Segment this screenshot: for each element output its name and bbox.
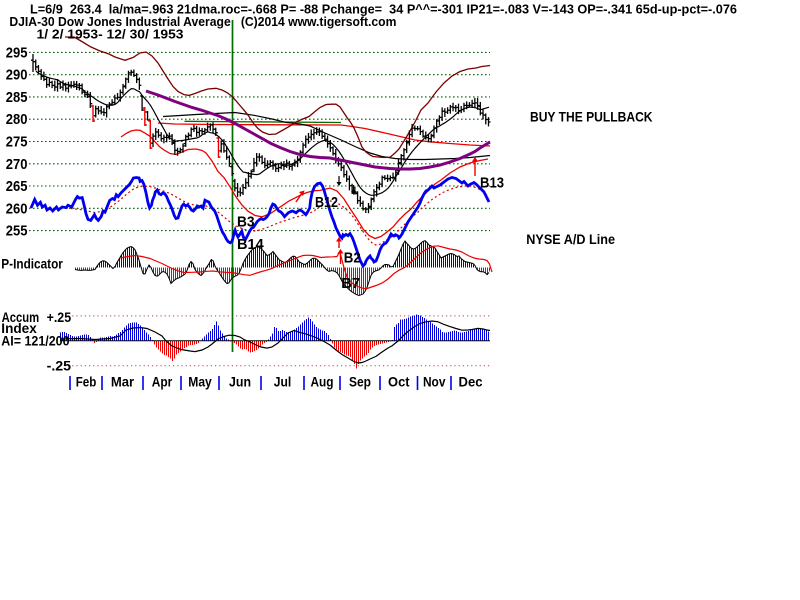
svg-text:B12: B12 bbox=[315, 194, 338, 211]
svg-text:295: 295 bbox=[6, 44, 28, 61]
svg-text:1/ 2/ 1953- 12/ 30/ 1953: 1/ 2/ 1953- 12/ 30/ 1953 bbox=[37, 27, 184, 42]
svg-text:270: 270 bbox=[6, 156, 28, 173]
svg-text:L=6/9 263.4 la/ma=.963 21dma: L=6/9 263.4 la/ma=.963 21dma.roc=-.668 P… bbox=[30, 2, 737, 17]
svg-text:BUY THE PULLBACK: BUY THE PULLBACK bbox=[530, 108, 653, 124]
svg-text:Accum: Accum bbox=[2, 309, 40, 325]
svg-text:Oct: Oct bbox=[388, 374, 410, 390]
svg-text:255: 255 bbox=[6, 223, 28, 240]
svg-text:260: 260 bbox=[6, 200, 28, 217]
svg-text:B3: B3 bbox=[237, 213, 255, 230]
svg-text:Aug: Aug bbox=[311, 374, 334, 390]
svg-text:285: 285 bbox=[6, 89, 28, 106]
svg-text:+.25: +.25 bbox=[47, 309, 72, 325]
svg-text:Nov: Nov bbox=[423, 374, 446, 390]
svg-text:May: May bbox=[188, 374, 212, 390]
svg-text:Index: Index bbox=[1, 320, 37, 336]
svg-text:Dec: Dec bbox=[459, 374, 483, 390]
svg-text:Sep: Sep bbox=[349, 374, 371, 390]
svg-text:265: 265 bbox=[6, 178, 28, 195]
svg-text:290: 290 bbox=[6, 67, 28, 84]
svg-text:B14: B14 bbox=[237, 236, 264, 253]
svg-text:DJIA-30 Dow Jones Industrial: DJIA-30 Dow Jones Industrial Average (C)… bbox=[9, 14, 396, 29]
svg-text:B13: B13 bbox=[480, 175, 504, 192]
svg-text:Jul: Jul bbox=[274, 374, 292, 390]
svg-text:Apr: Apr bbox=[152, 374, 173, 390]
svg-text:Mar: Mar bbox=[111, 374, 135, 390]
svg-text:P-Indicator: P-Indicator bbox=[1, 256, 63, 272]
svg-text:AI= 121/200: AI= 121/200 bbox=[1, 333, 69, 349]
svg-text:NYSE A/D Line: NYSE A/D Line bbox=[526, 231, 615, 247]
svg-text:-.25: -.25 bbox=[47, 358, 72, 374]
svg-text:Feb: Feb bbox=[76, 374, 97, 390]
svg-text:Jun: Jun bbox=[229, 374, 251, 390]
svg-text:B2: B2 bbox=[344, 250, 361, 267]
svg-text:B7: B7 bbox=[341, 275, 360, 292]
svg-text:275: 275 bbox=[6, 134, 28, 151]
svg-text:280: 280 bbox=[6, 111, 28, 128]
